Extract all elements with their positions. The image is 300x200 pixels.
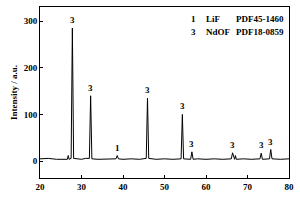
svg-text:80: 80 (285, 182, 295, 192)
svg-text:3: 3 (191, 27, 196, 37)
svg-text:3: 3 (259, 140, 264, 150)
svg-text:0: 0 (33, 156, 38, 166)
svg-text:1: 1 (191, 14, 196, 24)
svg-text:PDF45-1460: PDF45-1460 (236, 14, 284, 24)
svg-text:20: 20 (36, 182, 46, 192)
svg-text:NdOF: NdOF (206, 27, 231, 37)
svg-text:3: 3 (70, 15, 75, 25)
svg-text:3: 3 (145, 85, 150, 95)
svg-text:100: 100 (24, 110, 38, 120)
svg-text:60: 60 (202, 182, 212, 192)
svg-text:40: 40 (119, 182, 129, 192)
svg-text:LiF: LiF (206, 14, 221, 24)
svg-text:3: 3 (189, 139, 194, 149)
svg-text:300: 300 (24, 16, 38, 26)
svg-text:50: 50 (160, 182, 170, 192)
svg-text:3: 3 (180, 101, 185, 111)
svg-text:3: 3 (88, 83, 93, 93)
svg-text:PDF18-0859: PDF18-0859 (236, 27, 284, 37)
svg-text:1: 1 (115, 143, 120, 153)
svg-text:30: 30 (77, 182, 87, 192)
svg-text:Intensity / a.u.: Intensity / a.u. (9, 65, 19, 120)
svg-text:3: 3 (230, 140, 235, 150)
svg-text:3: 3 (268, 137, 273, 147)
svg-text:200: 200 (24, 63, 38, 73)
svg-text:70: 70 (243, 182, 253, 192)
